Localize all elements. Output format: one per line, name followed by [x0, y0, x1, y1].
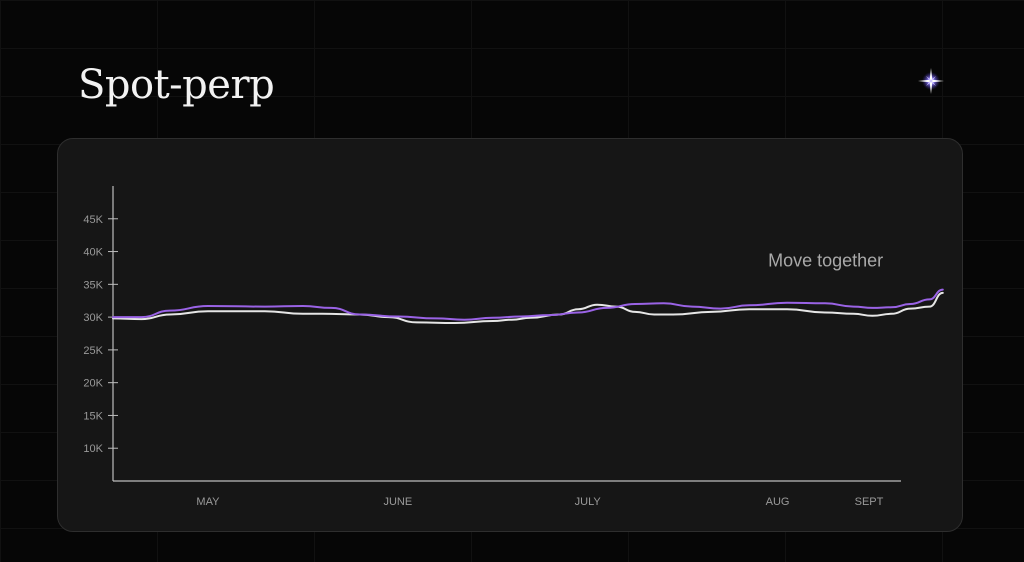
y-tick-label: 20K	[83, 378, 103, 390]
sparkle-icon	[918, 68, 944, 94]
y-tick-label: 30K	[83, 312, 103, 324]
annotation-label: Move together	[768, 251, 883, 271]
y-tick-label: 35K	[83, 279, 103, 291]
chart-card	[57, 138, 963, 532]
x-tick-label: SEPT	[855, 496, 884, 508]
y-tick-label: 40K	[83, 247, 103, 259]
y-tick-label: 25K	[83, 345, 103, 357]
y-tick-label: 45K	[83, 214, 103, 226]
x-tick-label: JUNE	[383, 496, 412, 508]
x-tick-label: JULY	[575, 496, 602, 508]
y-tick-label: 10K	[83, 443, 103, 455]
x-tick-label: AUG	[766, 496, 790, 508]
y-tick-label: 15K	[83, 410, 103, 422]
spot-perp-line-chart: 10K 15K 20K 25K 30K 35K 40K 45K MAY JUNE JULY AUG SE…	[83, 186, 944, 508]
series-line-1	[112, 291, 944, 324]
page-title: Spot-perp	[78, 62, 275, 108]
x-tick-label: MAY	[196, 496, 220, 508]
series-line-2	[112, 288, 944, 321]
